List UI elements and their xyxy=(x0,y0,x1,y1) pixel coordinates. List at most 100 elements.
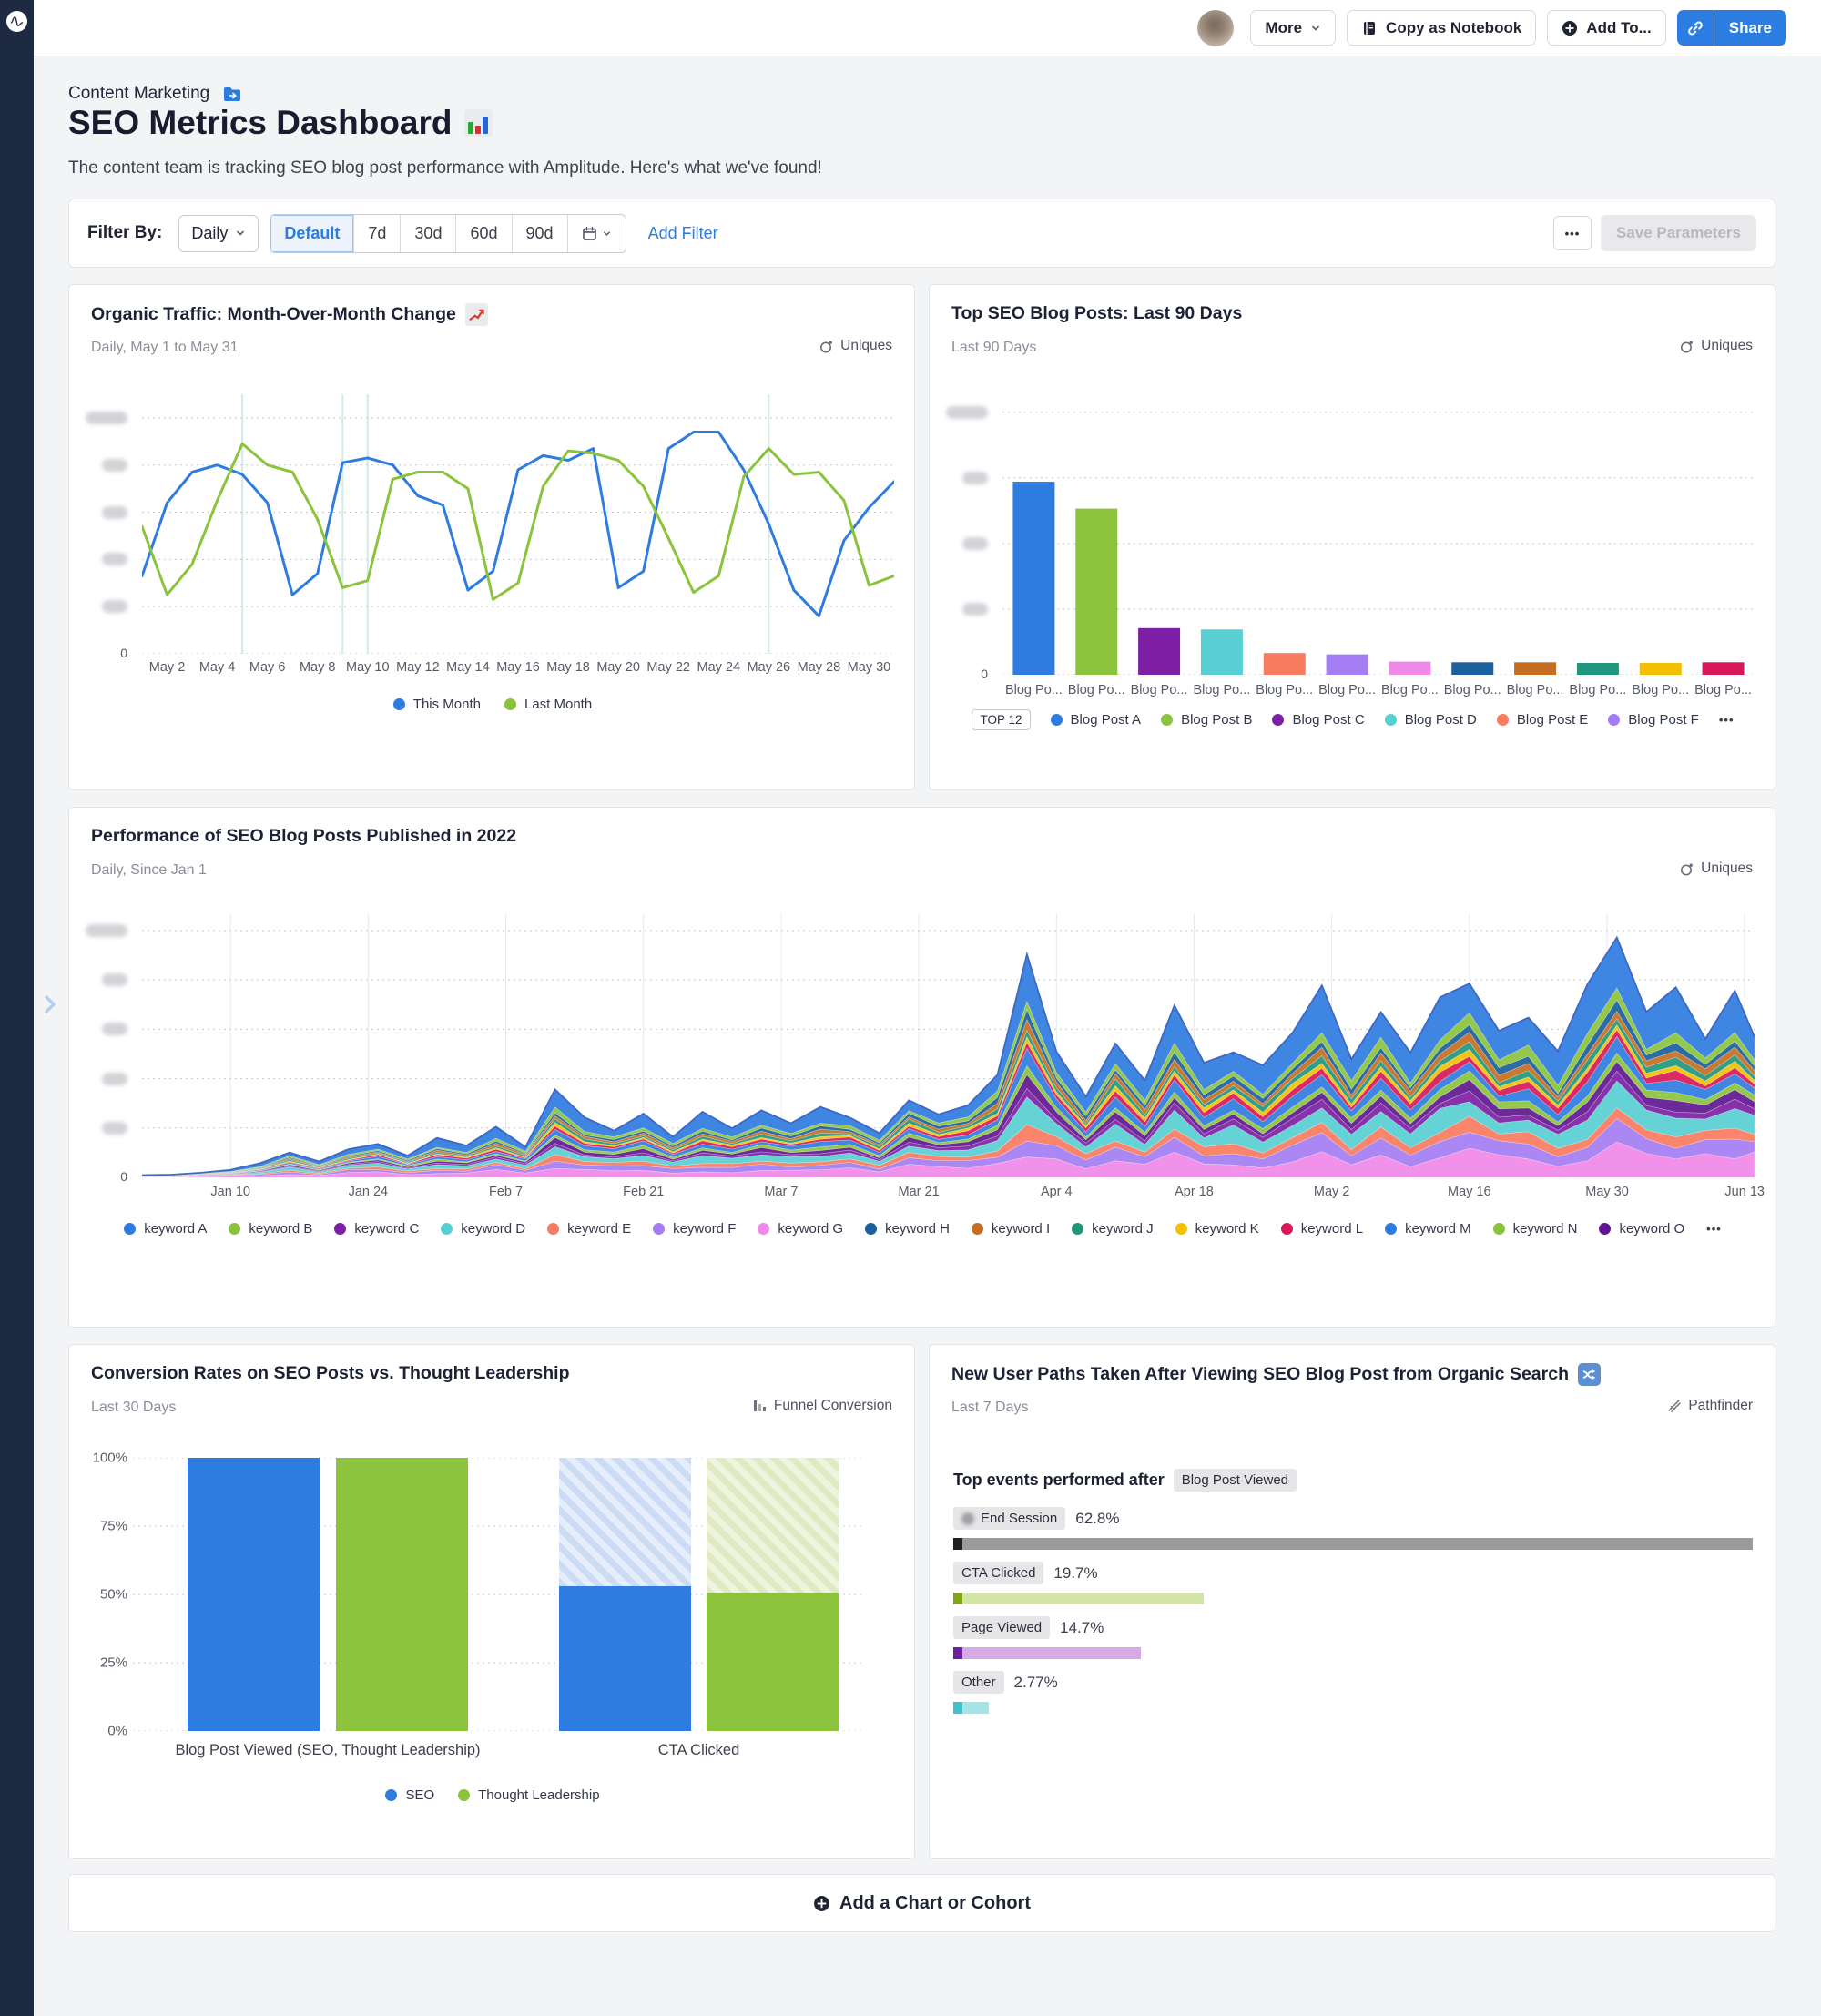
bar-blog-post-10[interactable] xyxy=(1576,663,1619,675)
move-to-folder-icon[interactable] xyxy=(222,86,242,103)
more-button[interactable]: More xyxy=(1250,10,1337,46)
legend-item-keyword-k[interactable]: keyword K xyxy=(1175,1221,1259,1237)
funnel-bar-thought-leadership[interactable] xyxy=(707,1593,839,1731)
legend-item-blog-post-b[interactable]: Blog Post B xyxy=(1161,712,1252,728)
range-button-30d[interactable]: 30d xyxy=(400,214,456,252)
legend-item-keyword-b[interactable]: keyword B xyxy=(229,1221,312,1237)
range-button-60d[interactable]: 60d xyxy=(455,214,512,252)
bar-blog-post-6[interactable] xyxy=(1326,654,1368,675)
legend-item-keyword-a[interactable]: keyword A xyxy=(124,1221,207,1237)
path-bar[interactable] xyxy=(953,1538,1753,1550)
event-chip-other[interactable]: Other xyxy=(953,1671,1004,1694)
legend-item-this-month[interactable]: This Month xyxy=(392,697,481,712)
legend-item-keyword-o[interactable]: keyword O xyxy=(1599,1221,1684,1237)
amplitude-logo[interactable] xyxy=(6,11,27,32)
add-chart-card[interactable]: Add a Chart or Cohort xyxy=(68,1874,1775,1932)
organic-traffic-plot[interactable] xyxy=(140,394,896,655)
chevron-down-icon xyxy=(237,230,245,236)
add-filter-link[interactable]: Add Filter xyxy=(647,223,718,242)
share-button[interactable]: Share xyxy=(1714,10,1786,46)
legend-item-keyword-c[interactable]: keyword C xyxy=(334,1221,419,1237)
legend-item-keyword-h[interactable]: keyword H xyxy=(865,1221,950,1237)
add-to-button[interactable]: Add To... xyxy=(1547,10,1666,46)
legend-more-button[interactable]: ••• xyxy=(1706,1222,1722,1236)
date-range-calendar-button[interactable] xyxy=(566,214,626,252)
funnel-bar-seo[interactable] xyxy=(188,1458,320,1731)
chart-title-top-posts[interactable]: Top SEO Blog Posts: Last 90 Days xyxy=(951,303,1242,324)
legend-item-keyword-f[interactable]: keyword F xyxy=(653,1221,736,1237)
legend-item-keyword-e[interactable]: keyword E xyxy=(547,1221,631,1237)
legend-item-keyword-i[interactable]: keyword I xyxy=(971,1221,1050,1237)
legend-item-blog-post-e[interactable]: Blog Post E xyxy=(1496,712,1588,728)
legend-dot xyxy=(334,1223,347,1235)
copy-as-notebook-button[interactable]: Copy as Notebook xyxy=(1347,10,1537,46)
user-avatar[interactable] xyxy=(1197,9,1235,46)
legend-item-keyword-d[interactable]: keyword D xyxy=(441,1221,525,1237)
top-12-badge: TOP 12 xyxy=(972,709,1031,730)
path-percentage: 19.7% xyxy=(1053,1563,1098,1582)
filter-more-button[interactable]: ••• xyxy=(1552,216,1592,250)
path-bar[interactable] xyxy=(953,1593,1753,1604)
legend-item-keyword-j[interactable]: keyword J xyxy=(1072,1221,1154,1237)
x-tick-label: Jan 10 xyxy=(210,1185,250,1199)
bar-blog-post-7[interactable] xyxy=(1389,661,1431,675)
x-tick-label: May 6 xyxy=(249,660,286,675)
funnel-bar-seo[interactable] xyxy=(559,1586,691,1731)
redacted-y-label xyxy=(962,471,988,484)
bar-blog-post-12[interactable] xyxy=(1702,662,1745,675)
legend-item-thought-leadership[interactable]: Thought Leadership xyxy=(458,1787,600,1803)
save-parameters-button[interactable]: Save Parameters xyxy=(1600,215,1756,251)
legend-dot xyxy=(758,1223,770,1235)
legend-dot xyxy=(229,1223,241,1235)
copy-link-button[interactable] xyxy=(1676,10,1714,46)
path-bar-fill xyxy=(962,1593,1205,1604)
event-chip-page-viewed[interactable]: Page Viewed xyxy=(953,1616,1051,1639)
legend-more-button[interactable]: ••• xyxy=(1718,713,1735,727)
interval-select[interactable]: Daily xyxy=(178,214,259,252)
uniques-icon xyxy=(820,341,833,352)
bar-blog-post-9[interactable] xyxy=(1514,662,1557,675)
legend-item-keyword-g[interactable]: keyword G xyxy=(758,1221,843,1237)
legend-item-keyword-m[interactable]: keyword M xyxy=(1385,1221,1471,1237)
bar-blog-post-8[interactable] xyxy=(1451,662,1494,675)
legend-item-keyword-n[interactable]: keyword N xyxy=(1492,1221,1577,1237)
path-row-other: Other 2.77% xyxy=(953,1671,1753,1714)
top-posts-xlabels: Blog Po... Blog Po... Blog Po... Blog Po...… xyxy=(1002,683,1755,697)
path-bar[interactable] xyxy=(953,1647,1753,1659)
x-tick-label: May 18 xyxy=(546,660,590,675)
range-button-90d[interactable]: 90d xyxy=(511,214,567,252)
funnel-plot[interactable] xyxy=(133,1457,861,1732)
bar-blog-post-11[interactable] xyxy=(1639,663,1682,675)
posts-2022-plot[interactable] xyxy=(141,913,1755,1178)
legend-item-blog-post-c[interactable]: Blog Post C xyxy=(1272,712,1365,728)
chart-title-organic-traffic[interactable]: Organic Traffic: Month-Over-Month Change xyxy=(91,303,488,326)
legend-dot xyxy=(504,698,516,710)
bar-blog-post-2[interactable] xyxy=(1075,508,1118,675)
bar-blog-post-5[interactable] xyxy=(1263,653,1306,675)
legend-item-blog-post-f[interactable]: Blog Post F xyxy=(1608,712,1699,728)
legend-dot xyxy=(1161,714,1174,726)
legend-item-blog-post-a[interactable]: Blog Post A xyxy=(1050,712,1141,728)
legend-item-blog-post-d[interactable]: Blog Post D xyxy=(1384,712,1477,728)
event-chip-cta-clicked[interactable]: CTA Clicked xyxy=(953,1562,1044,1584)
event-chip-blog-post-viewed[interactable]: Blog Post Viewed xyxy=(1173,1469,1297,1492)
bar-blog-post-1[interactable] xyxy=(1012,482,1055,675)
x-tick-label: May 12 xyxy=(396,660,440,675)
top-posts-plot[interactable] xyxy=(1002,392,1755,676)
chart-title-posts-2022[interactable]: Performance of SEO Blog Posts Published … xyxy=(91,826,516,847)
range-button-default[interactable]: Default xyxy=(270,214,354,252)
bar-category-label: Blog Po... xyxy=(1569,683,1627,697)
bar-blog-post-3[interactable] xyxy=(1138,627,1181,675)
legend-item-last-month[interactable]: Last Month xyxy=(504,697,592,712)
funnel-bar-thought-leadership[interactable] xyxy=(336,1458,468,1731)
legend-item-keyword-l[interactable]: keyword L xyxy=(1280,1221,1363,1237)
bar-blog-post-4[interactable] xyxy=(1200,629,1243,675)
breadcrumb[interactable]: Content Marketing xyxy=(68,84,210,103)
event-chip-end-session[interactable]: End Session xyxy=(953,1507,1066,1530)
chart-title-new-user-paths[interactable]: New User Paths Taken After Viewing SEO B… xyxy=(951,1363,1601,1386)
expand-sidebar-chevron[interactable] xyxy=(40,993,60,1016)
chart-title-conversion-rates[interactable]: Conversion Rates on SEO Posts vs. Though… xyxy=(91,1363,570,1384)
range-button-7d[interactable]: 7d xyxy=(353,214,401,252)
legend-item-seo[interactable]: SEO xyxy=(385,1787,434,1803)
path-bar[interactable] xyxy=(953,1702,1753,1714)
